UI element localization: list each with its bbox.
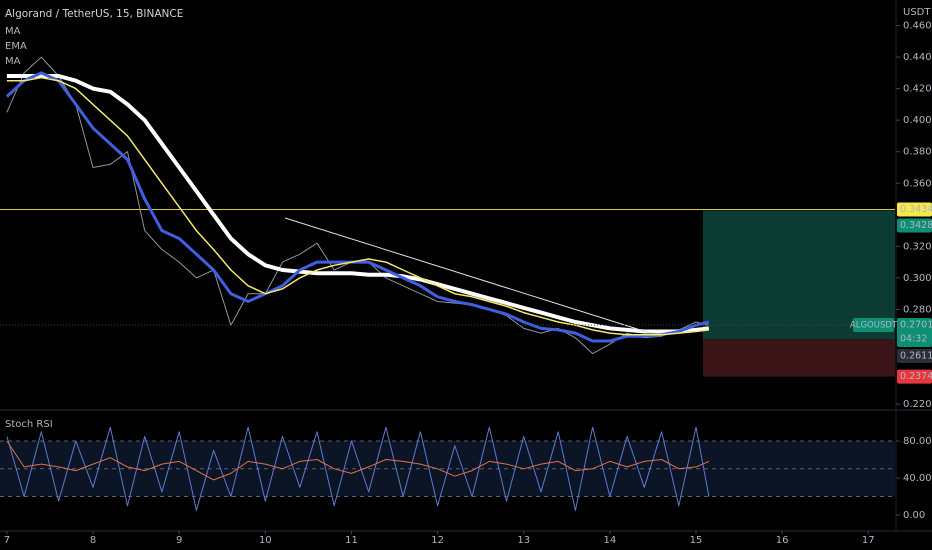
oscillator-line	[6, 426, 710, 511]
oscillator-line	[6, 440, 710, 481]
legend-entry[interactable]: MA	[5, 56, 21, 67]
price-label	[897, 318, 932, 348]
price-label-text: 0.2701	[900, 320, 932, 331]
price-label-text: 0.2611	[900, 351, 932, 362]
x-tick-label: 9	[176, 535, 182, 546]
x-tick-label: 13	[517, 535, 530, 546]
trendline	[284, 217, 651, 334]
x-tick-label: 10	[259, 535, 272, 546]
x-tick-label: 17	[862, 535, 875, 546]
y-tick-label: 40.00	[903, 473, 932, 484]
indicator-title[interactable]: Stoch RSI	[5, 419, 53, 430]
y-tick-label: 0.00	[903, 510, 925, 521]
symbol-tag-text: ALGOUSDT	[850, 321, 898, 331]
position-loss-zone	[702, 339, 895, 377]
price-label	[897, 218, 932, 233]
moving-average	[6, 74, 710, 334]
y-tick-label: 0.2200	[903, 399, 932, 410]
position-profit-zone	[702, 210, 895, 340]
legend-entry[interactable]: EMA	[5, 41, 27, 52]
price-label	[897, 349, 932, 364]
price-label	[897, 369, 932, 384]
x-tick-label: 8	[90, 535, 96, 546]
price-label-text: 0.2374	[900, 371, 932, 382]
x-tick-label: 12	[431, 535, 444, 546]
price-label-text: 0.3434	[900, 204, 932, 215]
symbol-tag	[853, 318, 894, 333]
x-tick-label: 11	[345, 535, 358, 546]
x-tick-label: 16	[776, 535, 789, 546]
x-tick-label: 7	[4, 535, 10, 546]
chart-title: Algorand / TetherUS, 15, BINANCE	[5, 8, 183, 20]
axis-unit: USDT	[903, 7, 931, 18]
legend-entry[interactable]: MA	[5, 26, 21, 37]
x-tick-label: 14	[604, 535, 617, 546]
y-tick-label: 80.00	[903, 436, 932, 447]
price-label-text: 0.3428	[900, 220, 932, 231]
x-tick-label: 15	[690, 535, 703, 546]
countdown: 04:32	[900, 334, 927, 345]
price-label	[897, 202, 932, 217]
moving-average	[5, 71, 710, 343]
moving-average	[6, 76, 709, 336]
